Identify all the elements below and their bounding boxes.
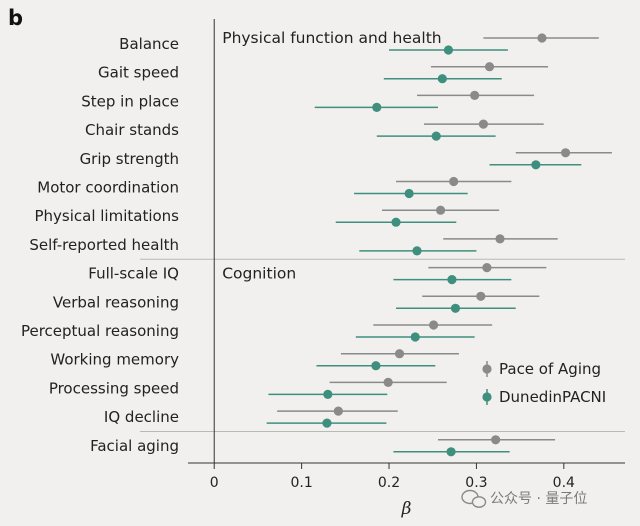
category-label: Balance (119, 35, 179, 53)
point-estimate (437, 74, 447, 84)
panel-label: b (8, 6, 23, 30)
series-dunedinpacni (266, 45, 582, 457)
category-label: Self-reported health (29, 236, 179, 254)
point-estimate (537, 33, 547, 43)
point-estimate (476, 291, 486, 301)
section-label: Cognition (222, 265, 296, 283)
legend-marker-dot (482, 392, 492, 402)
point-estimate (394, 349, 405, 359)
x-tick-label: 0.1 (290, 475, 312, 491)
section-label: Physical function and health (222, 29, 441, 47)
category-labels: Balance Gait speed Step in place Chair stan… (21, 35, 179, 455)
point-estimate (443, 45, 454, 55)
category-label: Working memory (50, 351, 179, 369)
category-label: Chair stands (85, 121, 179, 139)
category-label: IQ decline (104, 408, 179, 426)
point-estimate (560, 148, 571, 158)
category-label: Verbal reasoning (53, 293, 179, 311)
category-label: Processing speed (49, 379, 179, 397)
point-estimate (435, 205, 446, 215)
point-estimate (383, 377, 393, 387)
point-estimate (446, 447, 456, 457)
point-estimate (491, 435, 501, 445)
series-pace-of-aging (277, 33, 612, 445)
point-estimate (333, 406, 343, 416)
point-estimate (391, 217, 401, 227)
x-tick-label: 0.3 (465, 475, 487, 491)
category-label: Physical limitations (34, 207, 179, 225)
wechat-icon (461, 489, 487, 508)
legend-label: Pace of Aging (499, 360, 601, 378)
x-tick-label: 0 (210, 475, 219, 491)
estimate-marks (266, 33, 612, 457)
watermark: 公众号 · 量子位 (461, 489, 587, 508)
category-label: Full-scale IQ (88, 265, 179, 283)
point-estimate (478, 119, 489, 129)
x-axis: 0 0.1 0.2 0.3 0.4 (188, 462, 625, 491)
point-estimate (495, 234, 505, 244)
category-label: Perceptual reasoning (21, 322, 179, 340)
point-estimate (323, 389, 333, 399)
point-estimate (447, 275, 457, 285)
point-estimate (428, 320, 439, 330)
category-label: Facial aging (90, 437, 179, 455)
point-estimate (484, 62, 495, 72)
x-tick-label: 0.4 (553, 475, 575, 491)
point-estimate (322, 418, 332, 428)
legend-label: DunedinPACNI (499, 388, 606, 406)
point-estimate (371, 361, 381, 371)
category-label: Gait speed (98, 64, 179, 82)
point-estimate (412, 246, 422, 256)
section-separators (140, 258, 625, 432)
category-label: Grip strength (80, 150, 179, 168)
section-labels: Physical function and health Cognition (222, 29, 441, 283)
point-estimate (404, 188, 414, 199)
legend: Pace of Aging DunedinPACNI (482, 360, 606, 406)
category-label: Step in place (81, 92, 179, 110)
point-estimate (450, 303, 461, 313)
x-axis-title: β (401, 499, 412, 519)
point-estimate (410, 332, 420, 342)
legend-marker-dot (482, 364, 492, 374)
x-tick-label: 0.2 (378, 475, 400, 491)
point-estimate (372, 102, 382, 112)
category-label: Motor coordination (37, 179, 179, 197)
point-estimate (431, 131, 441, 141)
point-estimate (449, 176, 459, 187)
point-estimate (482, 263, 492, 273)
watermark-text: 公众号 · 量子位 (490, 491, 587, 507)
point-estimate (531, 160, 541, 170)
point-estimate (470, 90, 480, 100)
